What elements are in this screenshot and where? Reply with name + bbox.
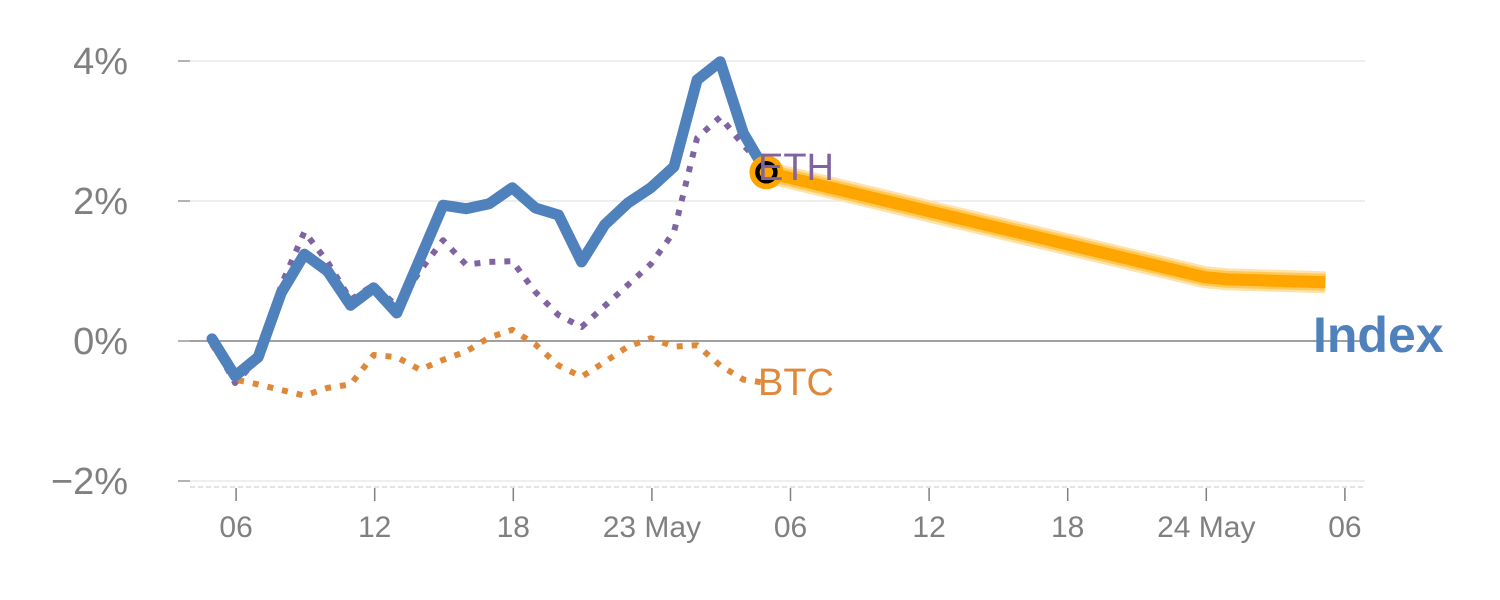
x-tick-label: 06 — [219, 511, 252, 544]
series-index-line — [206, 56, 772, 382]
x-tick-label: 23 May — [603, 511, 701, 544]
y-tick-label: 2% — [73, 181, 128, 223]
x-tick-label: 24 May — [1157, 511, 1255, 544]
x-axis: 06 12 18 23 May 06 12 18 24 May 06 — [190, 486, 1365, 544]
y-tick-label: −2% — [51, 461, 128, 503]
y-axis: 4% 2% 0% −2% — [51, 41, 190, 503]
x-tick-label: 06 — [1328, 511, 1361, 544]
series-label-eth: ETH — [758, 147, 834, 189]
current-point-marker — [749, 155, 784, 190]
x-tick-label: 12 — [912, 511, 945, 544]
y-tick-label: 4% — [73, 41, 128, 83]
series-label-index: Index — [1313, 307, 1444, 363]
series-labels: ETH BTC Index — [758, 147, 1444, 404]
x-tick-label: 06 — [774, 511, 807, 544]
series-eth-line — [209, 114, 769, 386]
series-label-btc: BTC — [758, 362, 834, 404]
x-tick-label: 18 — [1051, 511, 1084, 544]
y-tick-label: 0% — [73, 321, 128, 363]
x-tick-label: 18 — [497, 511, 530, 544]
x-tick-label: 12 — [358, 511, 391, 544]
series-index-forecast-line — [765, 166, 1326, 289]
current-point-ring — [755, 161, 778, 184]
series-lines — [206, 56, 1326, 399]
gridlines — [190, 60, 1365, 482]
series-btc-line — [209, 326, 767, 399]
